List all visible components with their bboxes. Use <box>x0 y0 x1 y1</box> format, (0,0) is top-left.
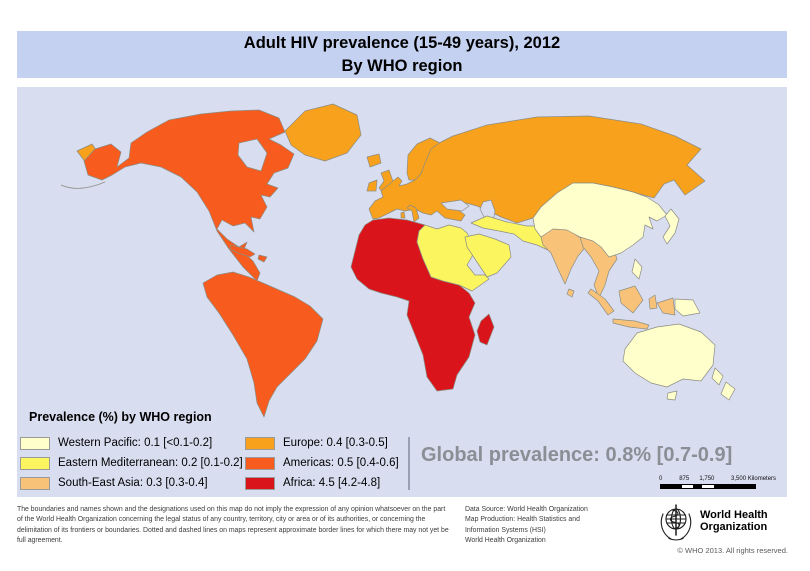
who-logo-block: World Health Organization <box>656 502 768 542</box>
region-americas-cuba <box>229 244 256 258</box>
scale-label-875: 875 <box>679 476 690 482</box>
map-title-line2: By WHO region <box>341 56 463 75</box>
map-title-line1: Adult HIV prevalence (15-49 years), 2012 <box>243 34 561 53</box>
who-organization-name: World Health Organization <box>700 509 768 533</box>
legend-swatch <box>20 476 50 490</box>
region-wpacific-new-zealand <box>711 367 736 401</box>
region-europe-iceland <box>366 153 382 168</box>
region-seasia-borneo <box>618 285 644 314</box>
region-americas-south-america <box>202 271 324 418</box>
world-map-svg <box>60 103 736 418</box>
legend-column-left: Western Pacific: 0.1 [<0.1-0.2] Eastern M… <box>20 433 245 493</box>
region-emed-arabia <box>464 233 512 278</box>
legend-column-right: Europe: 0.4 [0.3-0.5] Americas: 0.5 [0.4-… <box>245 433 407 493</box>
land-masses <box>60 103 736 418</box>
legend-item: Americas: 0.5 [0.4-0.6] <box>245 453 407 473</box>
region-wpacific-philippines <box>631 258 643 280</box>
region-wpacific-tasmania <box>666 390 678 401</box>
legend-item: Europe: 0.4 [0.3-0.5] <box>245 433 407 453</box>
region-seasia-sumatra <box>587 288 615 316</box>
legend: Western Pacific: 0.1 [<0.1-0.2] Eastern M… <box>20 433 407 493</box>
legend-divider <box>408 437 410 490</box>
region-americas-north-america <box>83 109 295 282</box>
region-europe-greenland <box>284 103 362 162</box>
scale-label-3500-km: 3,500 Kilometers <box>731 476 777 482</box>
title-bar: Adult HIV prevalence (15-49 years), 2012… <box>17 31 787 78</box>
legend-item: Western Pacific: 0.1 [<0.1-0.2] <box>20 433 245 453</box>
region-africa-madagascar <box>476 313 495 346</box>
region-seasia-west-new-guinea <box>656 297 676 316</box>
legend-swatch <box>245 436 275 450</box>
legend-item: Eastern Mediterranean: 0.2 [0.1-0.2] <box>20 453 245 473</box>
region-seasia-sulawesi <box>648 294 658 310</box>
legend-label: Europe: 0.4 [0.3-0.5] <box>283 437 388 449</box>
black-sea <box>440 199 470 212</box>
legend-label: Western Pacific: 0.1 [<0.1-0.2] <box>58 437 213 449</box>
world-map: Prevalence (%) by WHO region Western Pac… <box>17 87 787 497</box>
region-wpacific-japan <box>662 208 680 245</box>
copyright-notice: © WHO 2013. All rights reserved. <box>677 546 788 555</box>
legend-item: Africa: 4.5 [4.2-4.8] <box>245 473 407 493</box>
legend-swatch <box>20 456 50 470</box>
scale-bar-segments <box>660 484 756 489</box>
scale-bar: 0 875 1,750 3,500 Kilometers <box>659 476 776 491</box>
boundaries-disclaimer: The boundaries and names shown and the d… <box>17 506 449 545</box>
data-source-credit: Data Source: World Health Organization M… <box>465 506 588 545</box>
region-wpacific-australia <box>622 323 716 388</box>
legend-label: Americas: 0.5 [0.4-0.6] <box>283 457 399 469</box>
legend-swatch <box>245 476 275 490</box>
scale-bar-labels: 0 875 1,750 3,500 Kilometers <box>659 476 776 484</box>
region-wpacific-papua-new-guinea <box>674 298 701 317</box>
region-wpacific-china <box>532 182 668 258</box>
region-seasia-srilanka <box>566 288 575 298</box>
region-europe-eurasia <box>368 115 706 224</box>
scale-label-1750: 1,750 <box>699 476 715 482</box>
legend-label: Africa: 4.5 [4.2-4.8] <box>283 477 381 489</box>
legend-title: Prevalence (%) by WHO region <box>29 410 212 424</box>
legend-item: South-East Asia: 0.3 [0.3-0.4] <box>20 473 245 493</box>
legend-label: South-East Asia: 0.3 [0.3-0.4] <box>58 477 208 489</box>
region-europe-ireland <box>366 179 378 192</box>
scale-label-0: 0 <box>659 476 663 482</box>
aleutian-islands <box>60 181 106 189</box>
region-americas-hispaniola <box>257 254 268 263</box>
legend-swatch <box>20 436 50 450</box>
legend-label: Eastern Mediterranean: 0.2 [0.1-0.2] <box>58 457 243 469</box>
global-prevalence-text: Global prevalence: 0.8% [0.7-0.9] <box>421 444 733 466</box>
hudson-bay <box>237 138 268 172</box>
legend-swatch <box>245 456 275 470</box>
region-seasia-java <box>612 318 650 330</box>
who-emblem-icon <box>660 504 692 541</box>
